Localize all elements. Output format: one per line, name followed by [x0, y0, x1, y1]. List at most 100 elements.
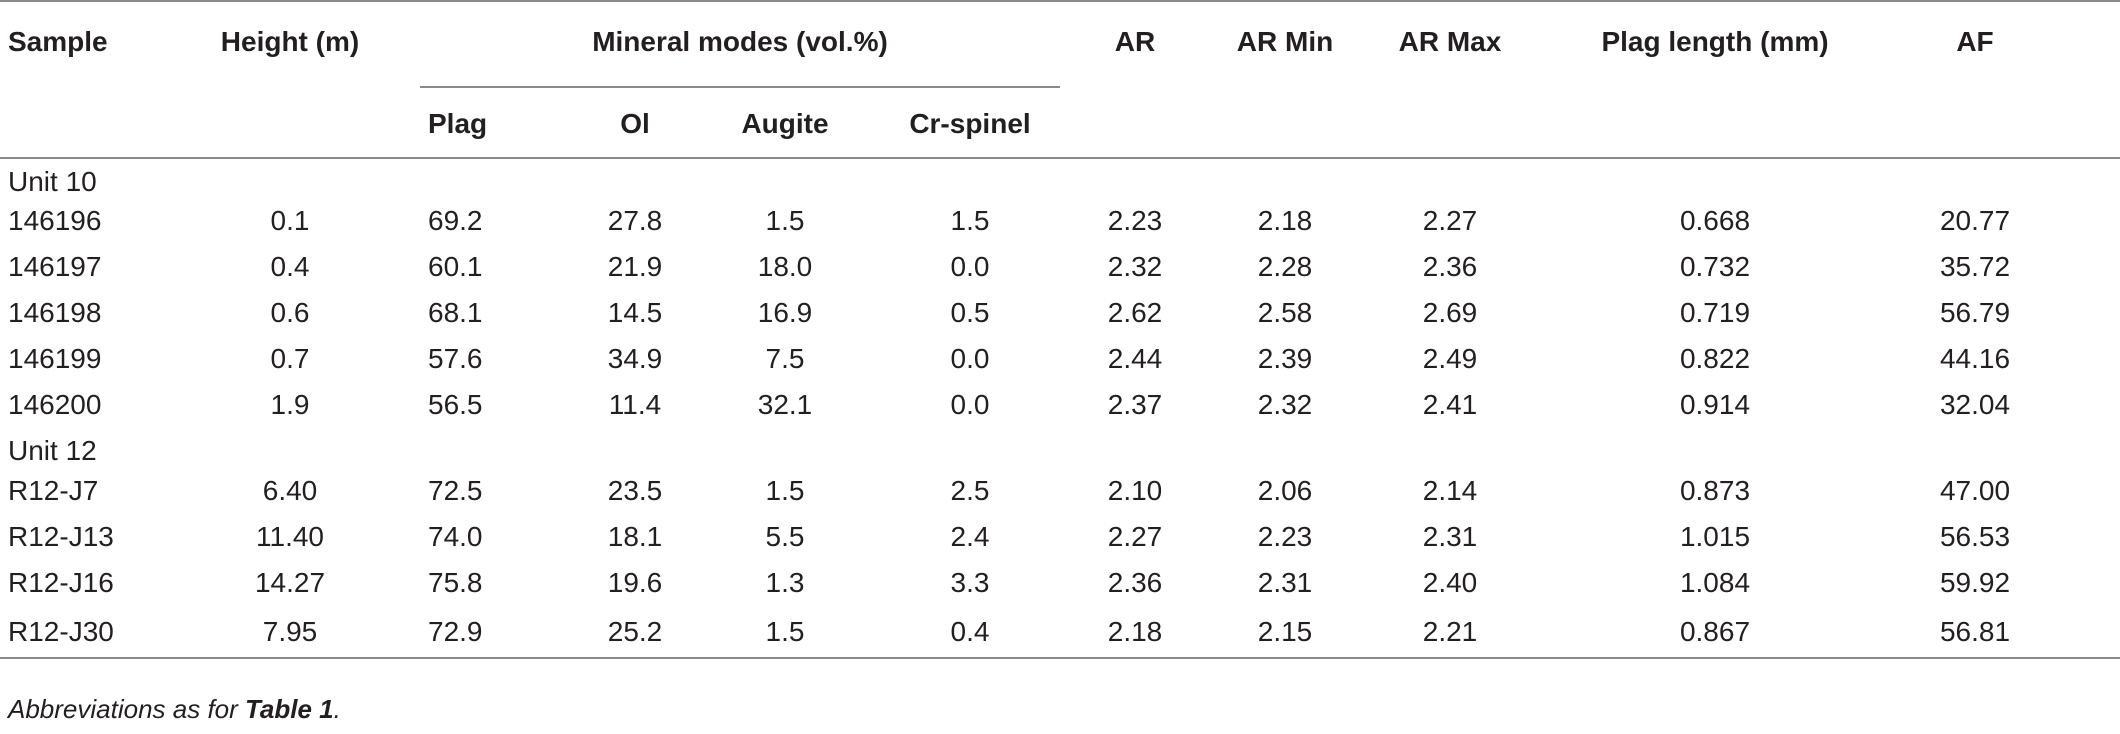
- unit-label: Unit 10: [8, 165, 97, 197]
- cell-ar-min: 2.31: [1257, 567, 1313, 598]
- cell-cr-spinel: 1.5: [950, 205, 990, 236]
- cell-n: 293: [2060, 514, 2120, 560]
- cell-ar-max: 2.40: [1422, 567, 1478, 598]
- col-header-plag-length: Plag length (mm): [1601, 26, 1829, 57]
- cell-cr-spinel: 2.5: [950, 475, 990, 506]
- cell-sample: R12-J16: [8, 567, 114, 598]
- cell-plag: 75.8: [428, 567, 483, 598]
- cell-af: 56.53: [1939, 521, 2011, 552]
- col-header-sample: Sample: [8, 26, 108, 57]
- cell-sample: R12-J30: [8, 615, 114, 647]
- cell-af: 35.72: [1939, 251, 2011, 282]
- cell-ar: 2.23: [1107, 205, 1163, 236]
- cell-augite: 1.3: [765, 567, 805, 598]
- cell-n: 403: [2060, 244, 2120, 290]
- cell-ol: 19.6: [607, 567, 663, 598]
- footnote-suffix: .: [333, 694, 341, 724]
- cell-plag: 56.5: [428, 389, 483, 420]
- table-row: R12-J16 14.27 75.8 19.6 1.3 3.3 2.36 2.31 2.40 1.…: [0, 560, 2120, 606]
- col-header-ar: AR: [1114, 26, 1156, 57]
- table-row: R12-J30 7.95 72.9 25.2 1.5 0.4 2.18 2.15 2.21 0.8…: [0, 606, 2120, 658]
- cell-af: 56.81: [1939, 615, 2011, 647]
- cell-n: 322: [2060, 468, 2120, 514]
- table-row: R12-J13 11.40 74.0 18.1 5.5 2.4 2.27 2.23 2.31 1.…: [0, 514, 2120, 560]
- cell-height: 0.6: [270, 297, 310, 328]
- cell-augite: 7.5: [765, 343, 805, 374]
- cell-ar: 2.27: [1107, 521, 1163, 552]
- col-header-augite: Augite: [741, 108, 829, 139]
- cell-ar-min: 2.32: [1257, 389, 1313, 420]
- cell-ar-min: 2.28: [1257, 251, 1313, 282]
- table-body: Unit 10 146196 0.1 69.2 27.8 1.5 1.5 2.23 2.18 2.…: [0, 158, 2120, 658]
- cell-ar-max: 2.36: [1422, 251, 1478, 282]
- cell-augite: 32.1: [757, 389, 813, 420]
- col-header-ar-min: AR Min: [1236, 26, 1334, 57]
- cell-ol: 34.9: [607, 343, 663, 374]
- unit-row: Unit 10: [0, 158, 2120, 198]
- table-row: 146199 0.7 57.6 34.9 7.5 0.0 2.44 2.39 2.49 0.822…: [0, 336, 2120, 382]
- col-header-cr-spinel: Cr-spinel: [909, 108, 1031, 139]
- cell-ar-max: 2.27: [1422, 205, 1478, 236]
- cell-height: 6.40: [262, 475, 318, 506]
- table-row: 146198 0.6 68.1 14.5 16.9 0.5 2.62 2.58 2.69 0.71…: [0, 290, 2120, 336]
- col-header-ar-max: AR Max: [1398, 26, 1502, 57]
- cell-plag-length: 0.668: [1679, 205, 1751, 236]
- cell-augite: 18.0: [757, 251, 813, 282]
- col-header-ol: Ol: [620, 108, 650, 139]
- cell-ar: 2.18: [1107, 615, 1163, 647]
- cell-height: 11.40: [256, 521, 324, 552]
- cell-cr-spinel: 2.4: [950, 521, 990, 552]
- cell-plag: 60.1: [428, 251, 483, 282]
- cell-ar: 2.44: [1107, 343, 1163, 374]
- unit-label: Unit 12: [8, 435, 97, 466]
- cell-ol: 25.2: [607, 615, 663, 647]
- footnote-prefix: Abbreviations as for: [8, 694, 246, 724]
- col-header-mineral-modes: Mineral modes (vol.%): [420, 1, 1060, 88]
- cell-ar: 2.32: [1107, 251, 1163, 282]
- cell-cr-spinel: 0.0: [950, 389, 990, 420]
- cell-cr-spinel: 0.0: [950, 343, 990, 374]
- cell-augite: 1.5: [765, 205, 805, 236]
- cell-ar-min: 2.18: [1257, 205, 1313, 236]
- cell-ar-max: 2.31: [1422, 521, 1478, 552]
- cell-plag-length: 0.732: [1679, 251, 1751, 282]
- cell-plag-length: 0.873: [1679, 475, 1751, 506]
- cell-af: 20.77: [1939, 205, 2011, 236]
- cell-height: 0.7: [270, 343, 310, 374]
- table-row: R12-J7 6.40 72.5 23.5 1.5 2.5 2.10 2.06 2.14 0.87…: [0, 468, 2120, 514]
- cell-ol: 27.8: [607, 205, 663, 236]
- cell-ar-min: 2.39: [1257, 343, 1313, 374]
- cell-height: 7.95: [262, 615, 318, 647]
- table-header: Sample Height (m) Mineral modes (vol.%) …: [0, 1, 2120, 158]
- cell-plag: 68.1: [428, 297, 483, 328]
- cell-height: 14.27: [254, 567, 326, 598]
- cell-cr-spinel: 0.4: [950, 615, 990, 647]
- cell-ol: 14.5: [607, 297, 663, 328]
- cell-augite: 5.5: [765, 521, 805, 552]
- cell-n: 267: [2060, 336, 2120, 382]
- cell-sample: R12-J13: [8, 521, 114, 552]
- cell-sample: R12-J7: [8, 475, 99, 506]
- cell-plag-length: 1.084: [1679, 567, 1751, 598]
- data-table: Sample Height (m) Mineral modes (vol.%) …: [0, 1, 2120, 658]
- col-header-height: Height (m): [220, 26, 360, 57]
- cell-ar: 2.36: [1107, 567, 1163, 598]
- cell-ol: 11.4: [608, 389, 662, 420]
- cell-plag: 69.2: [428, 205, 483, 236]
- cell-n: 259: [2060, 560, 2120, 606]
- col-header-n: n: [2060, 1, 2120, 158]
- table-row: 146200 1.9 56.5 11.4 32.1 0.0 2.37 2.32 2.41 0.91…: [0, 382, 2120, 428]
- cell-ar-max: 2.14: [1422, 475, 1478, 506]
- cell-cr-spinel: 3.3: [950, 567, 990, 598]
- cell-cr-spinel: 0.0: [950, 251, 990, 282]
- cell-plag-length: 0.822: [1679, 343, 1751, 374]
- cell-plag-length: 0.867: [1679, 615, 1751, 647]
- cell-plag-length: 0.719: [1679, 297, 1751, 328]
- cell-ar: 2.10: [1107, 475, 1163, 506]
- cell-ar-min: 2.58: [1257, 297, 1313, 328]
- cell-cr-spinel: 0.5: [950, 297, 990, 328]
- cell-af: 44.16: [1939, 343, 2011, 374]
- table-footnote: Abbreviations as for Table 1.: [8, 694, 341, 725]
- cell-ol: 18.1: [607, 521, 663, 552]
- cell-plag-length: 0.914: [1679, 389, 1751, 420]
